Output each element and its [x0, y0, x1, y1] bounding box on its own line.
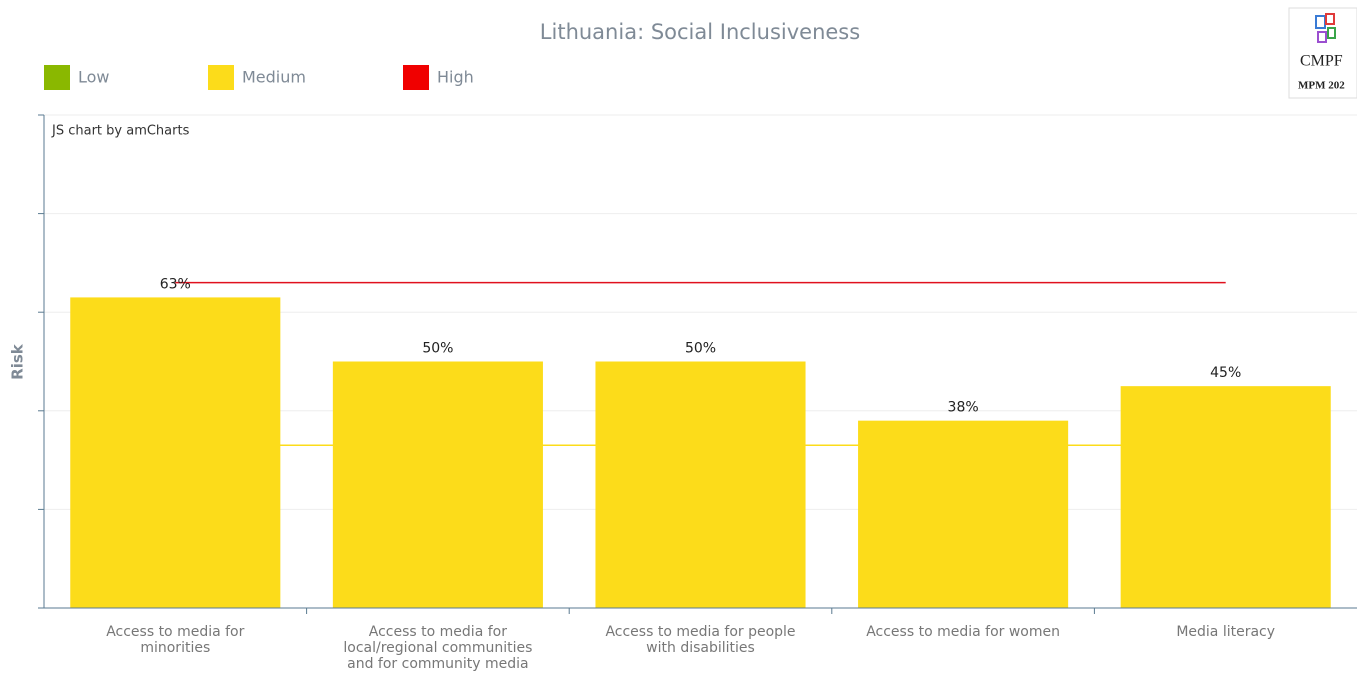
bar: [858, 420, 1069, 608]
data-label: 63%: [160, 276, 191, 292]
logo-icon: [1317, 31, 1327, 43]
data-label: 38%: [948, 400, 979, 416]
watermark: JS chart by amCharts: [51, 124, 190, 139]
logo-name: CMPF: [1300, 53, 1343, 70]
legend-swatch: [403, 65, 429, 90]
legend-label: High: [437, 68, 474, 87]
bar: [70, 297, 281, 608]
x-tick-label: Access to media for women: [866, 624, 1060, 640]
x-tick-label: Access to media for minorities: [106, 624, 245, 656]
logo-edition: MPM 202: [1298, 80, 1345, 92]
y-axis-label: Risk: [9, 343, 27, 380]
x-tick-label: Access to media for people with disabili…: [605, 624, 796, 656]
data-label: 45%: [1210, 365, 1241, 381]
bar: [1120, 386, 1331, 608]
legend-swatch: [208, 65, 234, 90]
chart-title: Lithuania: Social Inclusiveness: [540, 20, 860, 44]
legend-label: Medium: [242, 68, 306, 87]
logo-icon: [1325, 13, 1335, 25]
data-label: 50%: [422, 341, 453, 357]
legend-swatch: [44, 65, 70, 90]
logo-icon: [1327, 27, 1336, 39]
x-tick-label: Media literacy: [1176, 624, 1276, 640]
legend-label: Low: [78, 68, 110, 87]
x-tick-label: Access to media for local/regional commu…: [343, 624, 533, 672]
bar: [332, 361, 543, 608]
data-label: 50%: [685, 341, 716, 357]
logo-box: [1288, 7, 1357, 99]
bar: [595, 361, 806, 608]
